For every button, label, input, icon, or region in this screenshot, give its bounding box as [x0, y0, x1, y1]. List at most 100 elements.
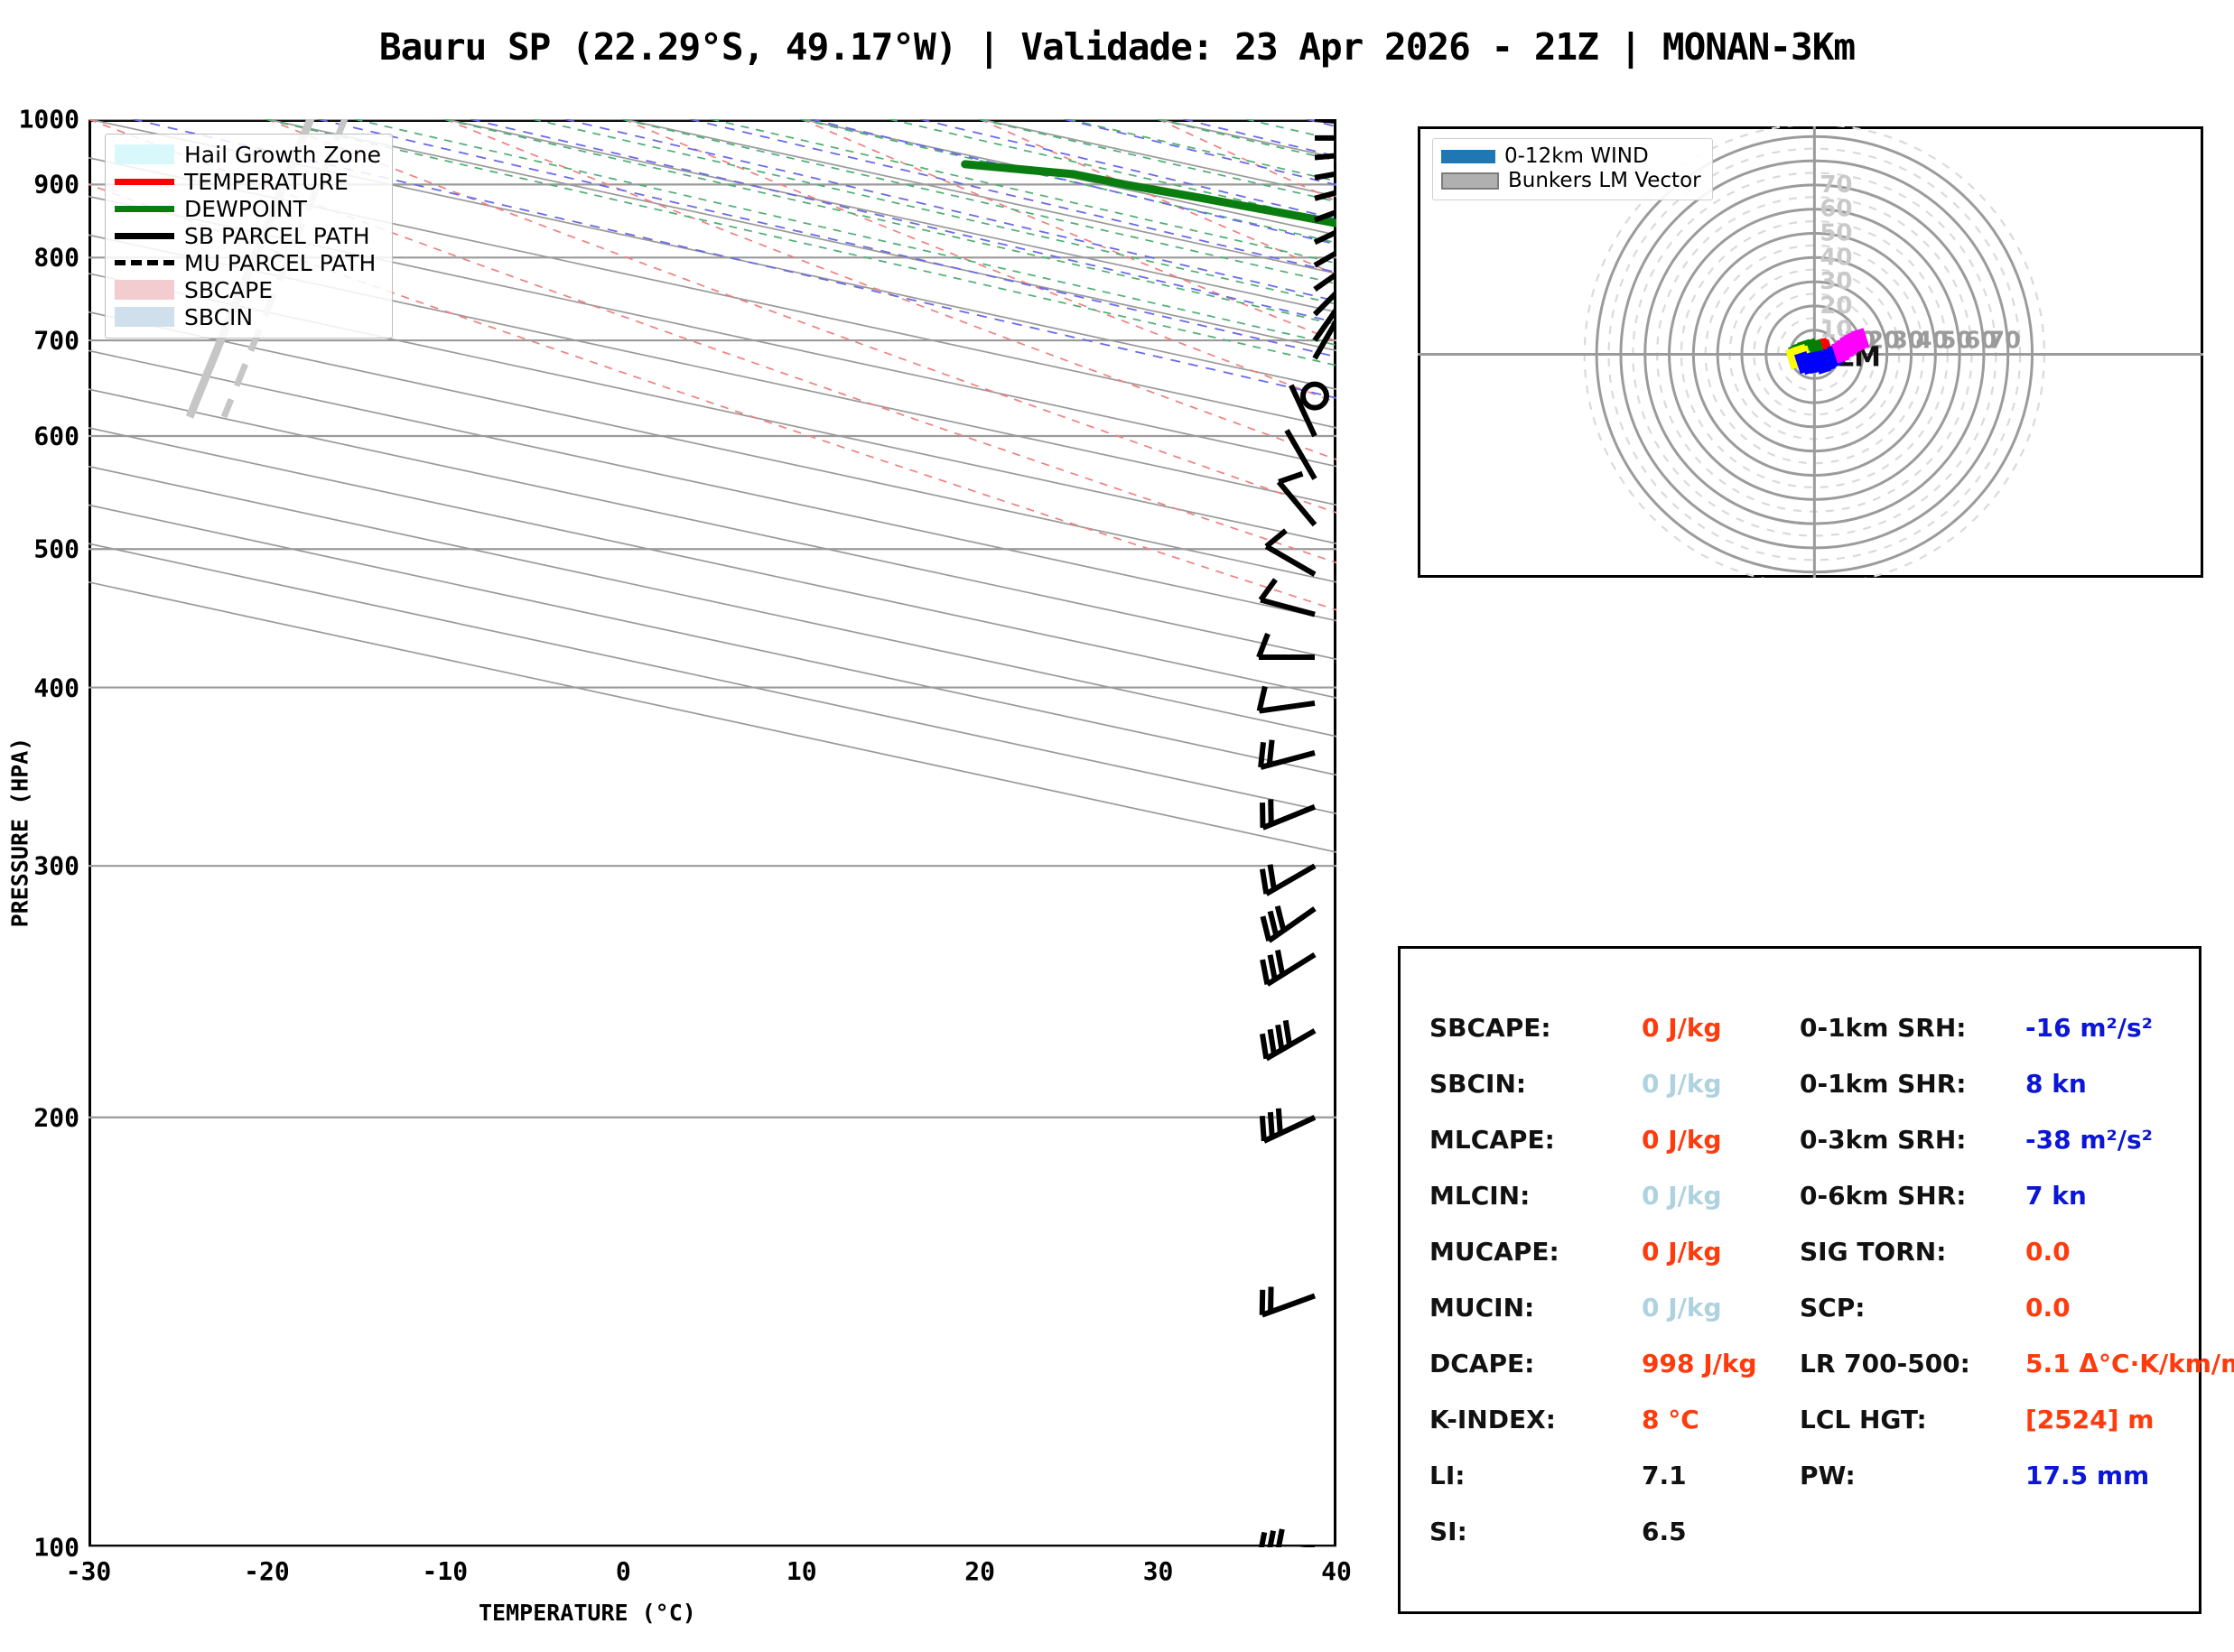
parameter-label: SCP:: [1800, 1293, 1866, 1323]
svg-text:30: 30: [1892, 328, 1924, 355]
parameter-value: -38 m²/s²: [2025, 1125, 2153, 1155]
temperature-tick-label: -30: [65, 1556, 112, 1586]
hodograph-legend-item: 0-12km WIND: [1441, 144, 1701, 169]
parameter-value: 0 J/kg: [1642, 1293, 1722, 1323]
parameters-grid: SBCAPE: 0 J/kg 0-1km SRH: -16 m²/s² SBCIN: 0 …: [1401, 949, 2234, 1611]
parameter-label: 0-6km SHR:: [1800, 1181, 1967, 1211]
parameter-label: MLCIN:: [1429, 1181, 1531, 1211]
parameter-label: 0-3km SRH:: [1800, 1125, 1967, 1155]
legend-swatch-icon: [115, 144, 174, 164]
parameter-value: 0 J/kg: [1642, 1181, 1722, 1211]
pressure-tick-label: 700: [33, 325, 79, 356]
parameter-value: 5.1 Δ°C·K/km/m: [2025, 1349, 2234, 1378]
svg-text:50: 50: [1940, 328, 1972, 355]
hodograph-legend: 0-12km WIND Bunkers LM Vector: [1432, 138, 1713, 200]
hodograph-panel: 1020304050607070605040302010LM 0-12km WI…: [1418, 126, 2203, 578]
pressure-tick-label: 1000: [18, 104, 79, 135]
legend-item: TEMPERATURE: [115, 168, 381, 195]
pressure-tick-label: 600: [33, 421, 79, 451]
svg-text:40: 40: [1820, 244, 1852, 271]
parameter-label: 0-1km SHR:: [1800, 1069, 1967, 1099]
parameter-label: LCL HGT:: [1800, 1405, 1927, 1434]
svg-text:40: 40: [1916, 328, 1949, 355]
parameter-value: 0 J/kg: [1642, 1125, 1722, 1155]
legend-item-label: MU PARCEL PATH: [184, 249, 377, 276]
legend-item: SBCIN: [115, 303, 381, 330]
parameter-label: MLCAPE:: [1429, 1125, 1555, 1155]
svg-text:20: 20: [1820, 292, 1852, 320]
parameter-label: 0-1km SRH:: [1800, 1013, 1967, 1043]
parameter-value: [2025, 1517, 2215, 1547]
parameter-label: SI:: [1429, 1517, 1467, 1546]
svg-text:60: 60: [1820, 196, 1852, 223]
skewt-panel: PRESSURE (HPA) TEMPERATURE (°C) Hail Gro…: [7, 105, 1352, 1627]
temperature-tick-label: -20: [244, 1556, 290, 1586]
parameter-value: 0 J/kg: [1642, 1069, 1722, 1099]
parameter-value: 998 J/kg: [1642, 1349, 1757, 1378]
page-title: Bauru SP (22.29°S, 49.17°W) | Validade: …: [378, 25, 1856, 69]
parameter-value: -16 m²/s²: [2025, 1013, 2153, 1043]
pressure-tick-label: 100: [33, 1532, 79, 1563]
hodograph-legend-label: Bunkers LM Vector: [1508, 169, 1701, 192]
legend-swatch-icon: [115, 232, 174, 239]
parameter-value: 0 J/kg: [1642, 1013, 1722, 1043]
legend-item-label: SB PARCEL PATH: [184, 222, 370, 249]
parameter-value: 17.5 mm: [2025, 1461, 2150, 1490]
parameter-value: [2524] m: [2025, 1405, 2155, 1434]
pressure-tick-label: 500: [33, 534, 79, 564]
skewt-legend: Hail Growth Zone TEMPERATURE DEWPOINT SB PA…: [105, 134, 394, 339]
parameter-value: 6.5: [1642, 1517, 1687, 1546]
legend-item: SBCAPE: [115, 276, 381, 303]
legend-item-label: Hail Growth Zone: [184, 141, 382, 168]
pressure-tick-label: 200: [33, 1102, 79, 1133]
legend-item-label: SBCIN: [184, 303, 254, 330]
pressure-axis-title: PRESSURE (HPA): [6, 737, 33, 928]
parameter-label: K-INDEX:: [1429, 1405, 1556, 1434]
svg-text:70: 70: [1988, 328, 2021, 355]
parameter-label: SBCAPE:: [1429, 1013, 1551, 1043]
legend-item-label: DEWPOINT: [184, 195, 307, 222]
parameter-label: LR 700-500:: [1800, 1349, 1970, 1378]
parameter-value: 0.0: [2025, 1237, 2071, 1267]
svg-text:20: 20: [1867, 328, 1900, 355]
pressure-tick-label: 900: [33, 169, 79, 200]
temperature-tick-label: 0: [615, 1556, 631, 1586]
parameter-value: 0 J/kg: [1642, 1237, 1722, 1267]
legend-item: Hail Growth Zone: [115, 141, 381, 168]
svg-text:50: 50: [1820, 220, 1852, 247]
pressure-tick-label: 800: [33, 242, 79, 273]
legend-swatch-icon: [115, 260, 174, 265]
parameters-panel: SBCAPE: 0 J/kg 0-1km SRH: -16 m²/s² SBCIN: 0 …: [1398, 946, 2234, 1614]
parameter-label: DCAPE:: [1429, 1349, 1535, 1378]
parameter-label: LI:: [1429, 1461, 1466, 1490]
legend-swatch-icon: [115, 280, 174, 300]
parameter-value: 0.0: [2025, 1293, 2071, 1323]
legend-swatch-icon: [115, 307, 174, 327]
legend-swatch-icon: [1441, 172, 1499, 190]
parameter-value: 7 kn: [2025, 1181, 2087, 1211]
parameter-label: PW:: [1800, 1461, 1856, 1490]
legend-swatch-icon: [115, 178, 174, 185]
legend-item-label: SBCAPE: [184, 276, 274, 303]
parameter-value: 8 kn: [2025, 1069, 2087, 1099]
svg-text:30: 30: [1820, 268, 1852, 295]
parameter-label: MUCIN:: [1429, 1293, 1535, 1323]
parameter-label: [1800, 1517, 2025, 1547]
svg-text:70: 70: [1820, 172, 1852, 199]
temperature-tick-label: 10: [786, 1556, 817, 1586]
parameter-value: 8 °C: [1642, 1405, 1699, 1434]
parameter-label: MUCAPE:: [1429, 1237, 1559, 1267]
legend-item: DEWPOINT: [115, 195, 381, 222]
hodograph-plot-area: 1020304050607070605040302010LM: [1418, 126, 2203, 578]
parameter-value: 7.1: [1642, 1461, 1687, 1490]
pressure-tick-label: 400: [33, 673, 79, 703]
temperature-tick-label: 20: [964, 1556, 995, 1586]
pressure-tick-label: 300: [33, 850, 79, 881]
legend-item: MU PARCEL PATH: [115, 249, 381, 276]
hodograph-legend-item: Bunkers LM Vector: [1441, 169, 1701, 193]
parameter-label: SBCIN:: [1429, 1069, 1527, 1099]
legend-item-label: TEMPERATURE: [184, 168, 349, 195]
temperature-tick-label: 30: [1142, 1556, 1174, 1586]
temperature-axis-title: TEMPERATURE (°C): [479, 1600, 696, 1626]
parameter-label: SIG TORN:: [1800, 1237, 1947, 1267]
